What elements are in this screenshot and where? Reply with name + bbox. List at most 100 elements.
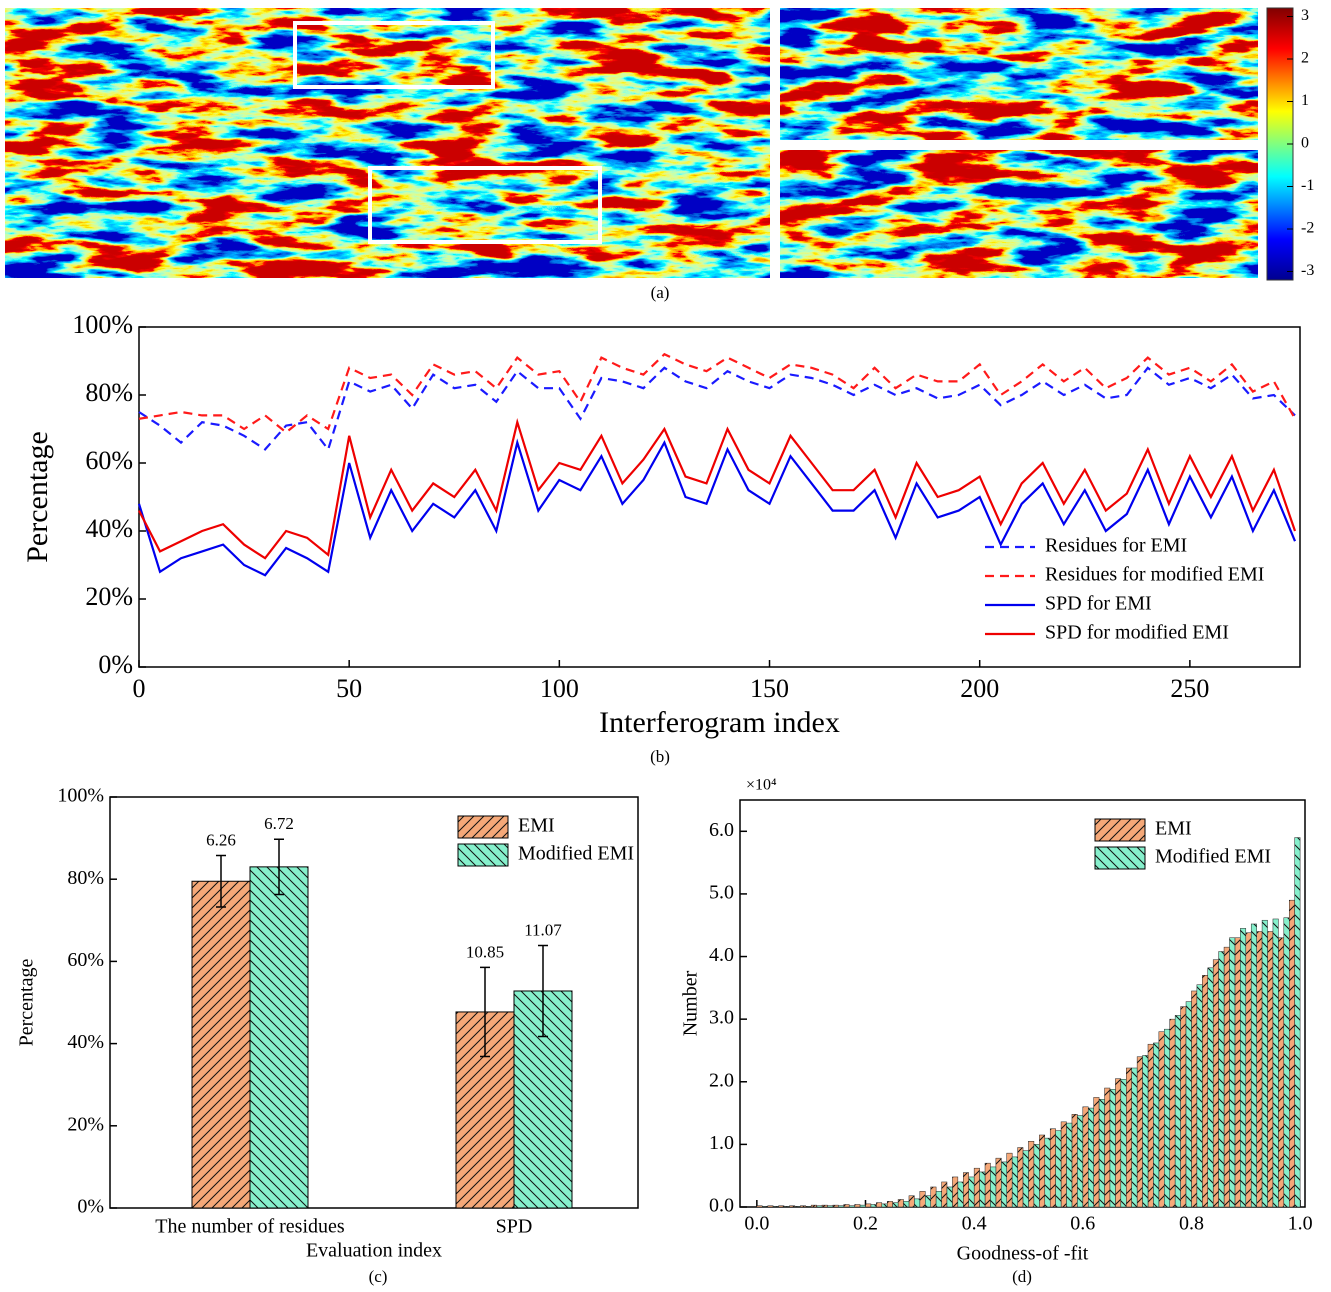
y-tick-label: 6.0 — [709, 819, 734, 841]
legend-label: Modified EMI — [518, 843, 634, 865]
histogram-bar — [1082, 1106, 1089, 1208]
y-tick-label: 2.0 — [709, 1069, 734, 1091]
histogram-bar — [1028, 1141, 1035, 1208]
histogram-bar — [1060, 1121, 1067, 1208]
histogram-bar — [1071, 1114, 1078, 1208]
error-bar — [274, 838, 284, 896]
x-axis-label: Evaluation index — [306, 1240, 442, 1262]
x-tick-label: 50 — [336, 674, 362, 703]
histogram-bar — [1066, 1122, 1073, 1208]
x-tick-label: 0.8 — [1179, 1213, 1204, 1235]
series-line — [138, 352, 1296, 434]
histogram-bar — [881, 1203, 888, 1208]
x-axis-label: Interferogram index — [599, 706, 840, 739]
histogram-bar — [1229, 937, 1236, 1208]
histogram-bar — [1098, 1099, 1105, 1208]
histogram-bar — [1049, 1128, 1056, 1208]
histogram-bar — [767, 1205, 774, 1208]
y-tick-label: 80% — [85, 378, 133, 407]
histogram-bar — [838, 1205, 845, 1208]
histogram-bar — [1180, 1006, 1187, 1208]
histogram-bar — [1169, 1018, 1176, 1208]
histogram-bar — [1267, 931, 1274, 1208]
error-label: 6.26 — [206, 830, 236, 849]
histogram-bar — [1256, 931, 1263, 1208]
colorbar-tick-label: -1 — [1301, 177, 1314, 194]
histogram-bar — [886, 1201, 893, 1208]
legend-label: EMI — [518, 815, 555, 837]
histogram-bar — [946, 1186, 953, 1208]
histogram-bar — [859, 1204, 866, 1208]
legend-label: EMI — [1155, 818, 1192, 840]
histogram-bar — [778, 1205, 785, 1208]
error-label: 11.07 — [524, 920, 562, 939]
legend-label: Modified EMI — [1155, 846, 1271, 868]
colorbar-tick-label: 2 — [1301, 50, 1309, 67]
histogram-bar — [865, 1203, 872, 1208]
histogram-bar — [979, 1171, 986, 1208]
colorbar-tick-label: -3 — [1301, 262, 1314, 279]
x-tick-label: 0.2 — [853, 1213, 878, 1235]
y-tick-label: 60% — [85, 446, 133, 475]
colorbar-tick-label: 1 — [1301, 92, 1309, 109]
bar — [191, 880, 251, 1209]
histogram-bar — [794, 1206, 801, 1208]
histogram-bar — [1115, 1078, 1122, 1208]
plot-frame — [109, 796, 639, 1209]
interferogram — [5, 8, 770, 278]
histogram-bar — [957, 1181, 964, 1208]
x-tick-label: 100 — [540, 674, 579, 703]
zoom-top — [780, 8, 1258, 140]
histogram-bar — [816, 1205, 823, 1208]
histogram-bar — [1218, 951, 1225, 1208]
histogram-bar — [1261, 919, 1268, 1208]
histogram-bar — [810, 1204, 817, 1208]
legend-label: Residues for modified EMI — [1045, 564, 1264, 586]
histogram-bar — [783, 1206, 790, 1208]
histogram-bar — [1245, 932, 1252, 1208]
y-tick-label: 20% — [67, 1113, 104, 1135]
histogram-bar — [1250, 923, 1257, 1208]
histogram-bar — [1077, 1115, 1084, 1208]
legend-swatch — [457, 843, 509, 867]
x-tick-label: 1.0 — [1288, 1213, 1313, 1235]
axis-multiplier: ×10⁴ — [746, 777, 777, 794]
histogram-bar — [930, 1186, 937, 1208]
histogram-bar — [827, 1205, 834, 1208]
histogram-bar — [925, 1195, 931, 1208]
histogram-bar — [903, 1201, 910, 1208]
histogram-bar — [789, 1205, 796, 1208]
histogram-bar — [1131, 1067, 1138, 1208]
histogram-bar — [968, 1176, 975, 1208]
histogram-bar — [1185, 1001, 1192, 1208]
histogram-bar — [1033, 1144, 1040, 1208]
histogram-bar — [1006, 1152, 1013, 1208]
histogram-bar — [848, 1205, 855, 1208]
legend-label: Residues for EMI — [1045, 535, 1187, 557]
error-bar — [216, 854, 226, 908]
y-tick-label: 20% — [85, 582, 133, 611]
histogram-bar — [1109, 1089, 1116, 1208]
histogram-bar — [805, 1206, 812, 1208]
x-tick-label: The number of residues — [155, 1216, 345, 1238]
bar — [249, 866, 309, 1209]
histogram-bar — [762, 1206, 768, 1208]
legend-label: SPD for EMI — [1045, 593, 1152, 615]
histogram-bar — [1164, 1028, 1170, 1208]
colorbar-tick-label: 0 — [1301, 135, 1309, 152]
caption: (a) — [651, 283, 670, 302]
histogram-bar — [800, 1205, 806, 1208]
histogram-bar — [1207, 967, 1214, 1208]
colorbar-tick-label: -2 — [1301, 220, 1314, 237]
histogram-bar — [1001, 1161, 1007, 1208]
roi-box — [293, 21, 495, 89]
series-line — [138, 418, 1297, 560]
y-tick-label: 3.0 — [709, 1007, 734, 1029]
histogram-bar — [1093, 1097, 1100, 1208]
histogram-bar — [772, 1206, 779, 1208]
y-tick-label: 60% — [67, 949, 104, 971]
histogram-bar — [984, 1162, 991, 1208]
histogram-bar — [870, 1204, 877, 1208]
histogram-bar — [1120, 1079, 1127, 1208]
histogram-bar — [1055, 1130, 1062, 1208]
